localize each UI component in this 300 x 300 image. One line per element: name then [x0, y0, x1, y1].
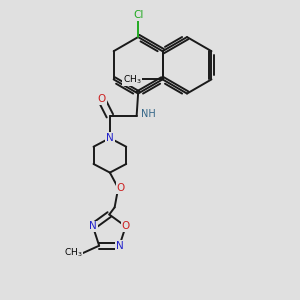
Text: NH: NH [140, 109, 155, 119]
Text: O: O [98, 94, 106, 104]
Text: CH$_3$: CH$_3$ [122, 73, 141, 86]
Text: O: O [122, 221, 130, 231]
Text: N: N [89, 221, 97, 231]
Text: CH$_3$: CH$_3$ [64, 247, 83, 260]
Text: O: O [116, 183, 125, 193]
Text: Cl: Cl [133, 10, 143, 20]
Text: N: N [116, 241, 123, 251]
Text: N: N [106, 133, 114, 143]
